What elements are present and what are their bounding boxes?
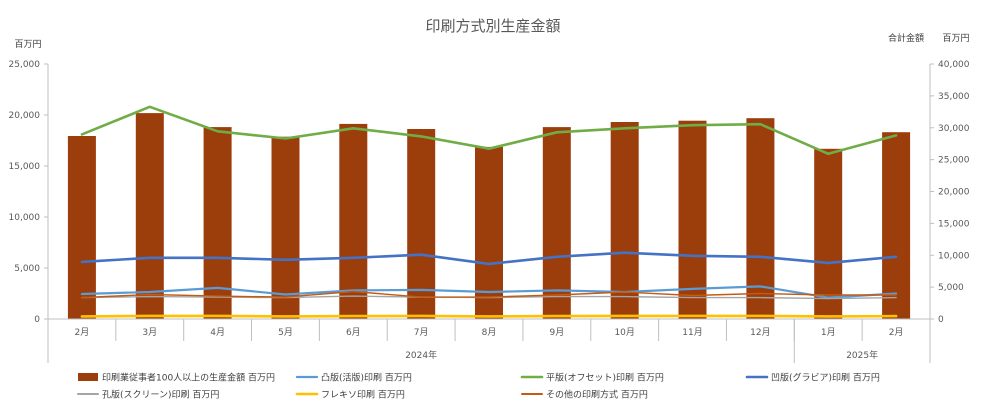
- category-label: 11月: [682, 327, 702, 338]
- bar-9: [678, 120, 707, 319]
- right-tick-label: 40,000: [938, 60, 970, 70]
- bar-0: [67, 136, 96, 319]
- right-tick-label: 20,000: [938, 188, 970, 198]
- right-axis-unit-million: 百万円: [942, 33, 969, 44]
- right-tick-label: 5,000: [938, 283, 964, 293]
- category-label: 12月: [750, 327, 770, 338]
- year-group-label-0: 2024年: [405, 349, 437, 361]
- category-label: 2月: [75, 327, 90, 338]
- category-label: 10月: [614, 327, 634, 338]
- category-label: 7月: [414, 327, 429, 338]
- right-tick-label: 30,000: [938, 124, 970, 134]
- left-axis-unit: 百万円: [14, 39, 41, 50]
- category-label: 1月: [821, 327, 836, 338]
- right-tick-label: 10,000: [938, 251, 970, 261]
- left-tick-label: 25,000: [9, 60, 41, 70]
- axes: 0 5,000 10,000 15,000 20,000 25,000 0 5,000 10,0…: [9, 60, 970, 363]
- category-label: 5月: [278, 327, 293, 338]
- category-label: 4月: [210, 327, 225, 338]
- legend-label-2: 平版(オフセット)印刷 百万円: [546, 372, 664, 384]
- line-series-1: [80, 105, 898, 156]
- left-tick-label: 20,000: [9, 111, 41, 121]
- left-tick-label: 0: [34, 315, 40, 325]
- legend-label-1: 凸版(活版)印刷 百万円: [321, 372, 412, 384]
- bar-7: [542, 127, 571, 319]
- category-label: 9月: [549, 327, 564, 338]
- legend-label-5: フレキソ印刷 百万円: [321, 389, 405, 401]
- legend-label-6: その他の印刷方式 百万円: [546, 389, 648, 401]
- bar-11: [814, 148, 843, 319]
- left-tick-label: 15,000: [9, 162, 41, 172]
- right-tick-label: 35,000: [938, 92, 970, 102]
- line-series-0: [80, 285, 898, 299]
- right-tick-label: 15,000: [938, 219, 970, 229]
- line-series-4: [80, 314, 898, 318]
- left-tick-label: 5,000: [14, 264, 40, 274]
- legend-label-0: 印刷業従事者100人以上の生産金額 百万円: [102, 372, 275, 384]
- category-label: 8月: [482, 327, 497, 338]
- chart-title: 印刷方式別生産金額: [425, 17, 560, 35]
- legend-label-3: 凹版(グラビア)印刷 百万円: [771, 372, 880, 384]
- year-group-label-1: 2025年: [846, 349, 878, 361]
- line-series-2: [80, 251, 898, 266]
- line-series-5: [81, 290, 897, 299]
- bar-5: [407, 129, 436, 319]
- legend: 印刷業従事者100人以上の生産金額 百万円 凸版(活版)印刷 百万円 平版(オフセッ…: [77, 372, 880, 401]
- line-series-group: [80, 105, 898, 318]
- category-label: 2月: [889, 327, 904, 338]
- bar-series: [67, 113, 911, 320]
- left-tick-label: 10,000: [9, 213, 41, 223]
- bar-1: [135, 113, 164, 319]
- bar-3: [271, 136, 300, 319]
- right-axis-unit-total: 合計金額: [888, 32, 924, 44]
- bar-8: [610, 122, 639, 319]
- category-label: 6月: [346, 327, 361, 338]
- bar-2: [203, 127, 232, 319]
- right-tick-label: 0: [938, 315, 944, 325]
- bar-6: [475, 146, 503, 319]
- category-label: 3月: [142, 327, 157, 338]
- legend-swatch-0: [78, 373, 98, 381]
- right-tick-label: 25,000: [938, 156, 970, 166]
- bar-4: [339, 123, 368, 320]
- bar-12: [882, 132, 911, 319]
- legend-label-4: 孔版(スクリーン)印刷 百万円: [102, 389, 219, 401]
